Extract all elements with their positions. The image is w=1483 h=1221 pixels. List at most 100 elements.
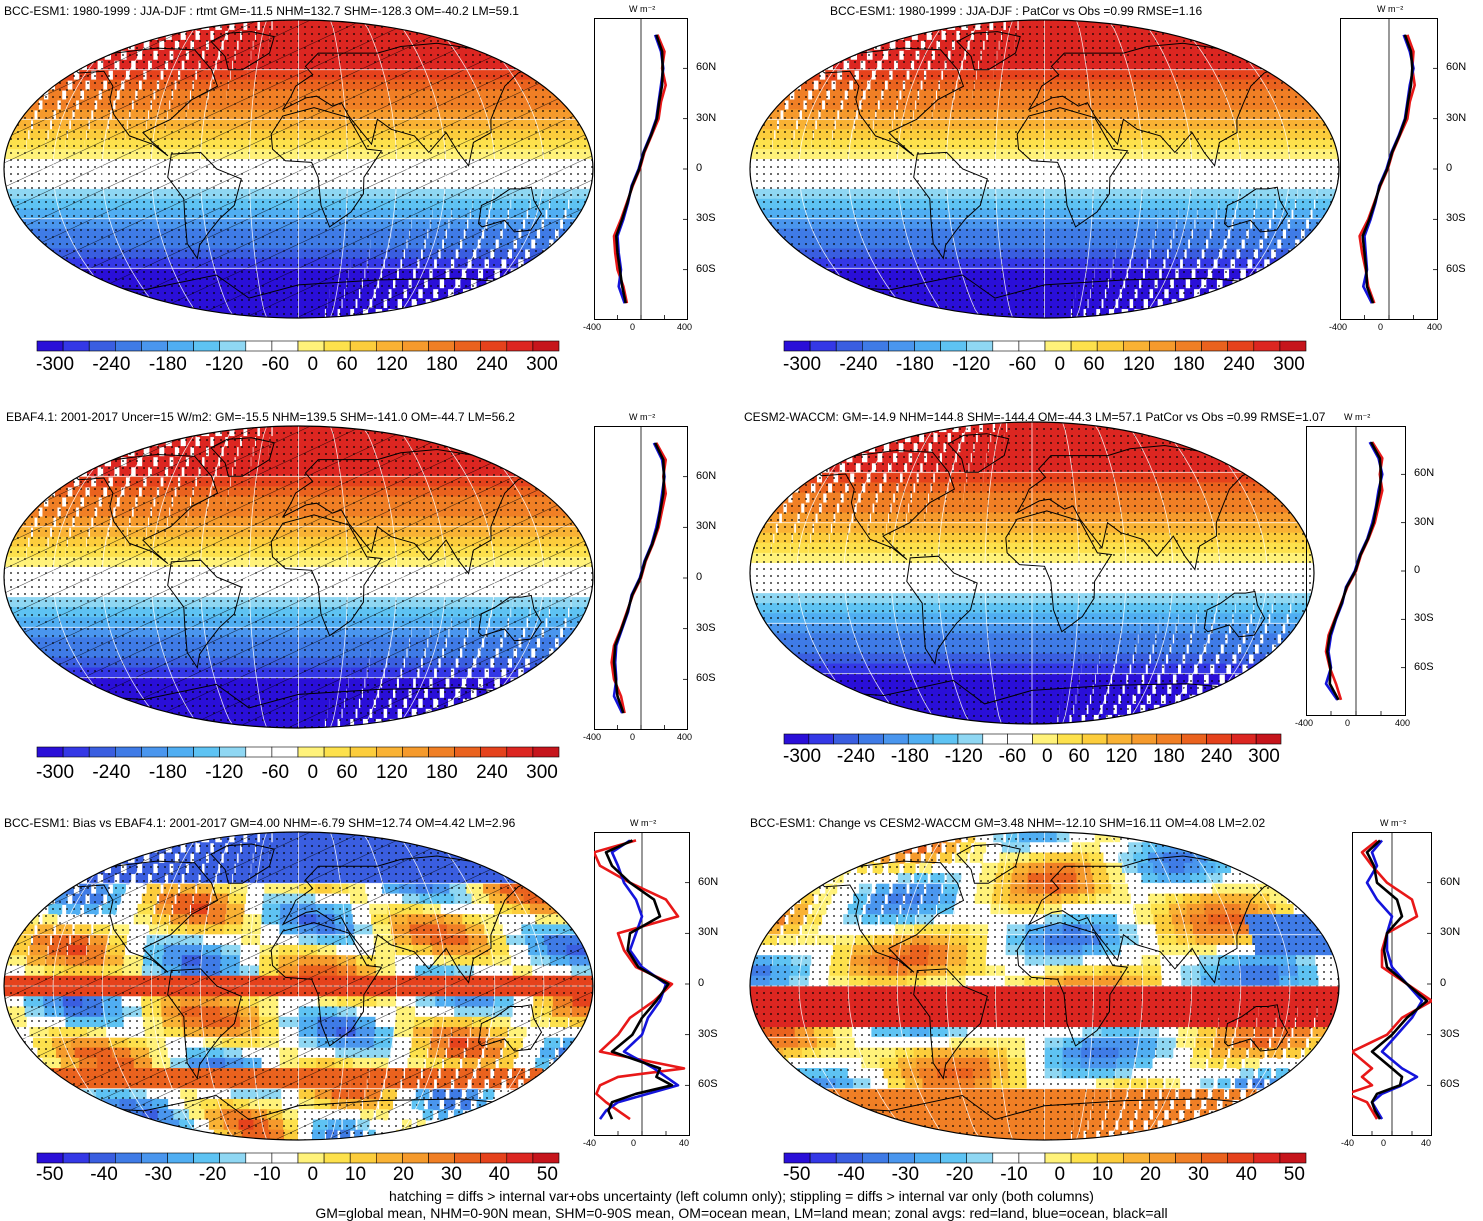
colorbar-swatch (402, 746, 429, 758)
colorbar-swatch (914, 340, 941, 352)
colorbar-tick-label: -240 (92, 762, 131, 783)
colorbar-swatch (219, 746, 247, 758)
colorbar-swatch (1149, 1152, 1176, 1164)
colorbar-labels: -300 -240 -180 -120 -60 0 60 120 180 240 300 (783, 746, 1280, 768)
zonal-x-tick: -400 (583, 732, 602, 742)
colorbar-swatch (62, 1152, 90, 1164)
colorbar-swatch (783, 733, 810, 745)
colorbar-swatch (1201, 340, 1229, 352)
colorbar-tick-label: -10 (253, 1164, 281, 1185)
colorbar-swatch (219, 340, 247, 352)
colorbar-swatch (940, 340, 968, 352)
panel-title: EBAF4.1: 2001-2017 Uncer=15 W/m2: GM=-15… (6, 410, 515, 424)
colorbar-swatch (1227, 340, 1255, 352)
colorbar-tick-label: 30 (1187, 1164, 1209, 1185)
colorbar-swatch (88, 746, 116, 758)
zonal-x-tick: 40 (679, 1138, 690, 1148)
colorbar-tick-label: -40 (90, 1164, 118, 1185)
colorbar-swatch (297, 1152, 325, 1164)
colorbar-labels: -50 -40 -30 -20 -10 0 10 20 30 40 50 (783, 1164, 1305, 1186)
colorbar-swatch (982, 733, 1008, 745)
colorbar-swatch (992, 340, 1020, 352)
colorbar-swatch (862, 340, 889, 352)
colorbar-swatch (402, 1152, 429, 1164)
colorbar-swatch (907, 733, 934, 745)
zonal-series-black (615, 34, 664, 304)
colorbar-tick-label: 40 (1235, 1164, 1257, 1185)
colorbar-swatch (992, 1152, 1020, 1164)
colorbar-swatch (1044, 1152, 1072, 1164)
zonal-unit: W m⁻² (1344, 412, 1371, 422)
colorbar-swatch (349, 340, 377, 352)
colorbar-swatch (532, 1152, 560, 1164)
colorbar-tick-label: 20 (1139, 1164, 1161, 1185)
colorbar-swatch (115, 1152, 142, 1164)
zonal-lat-tick: 60S (1440, 1078, 1460, 1091)
colorbar-swatch (888, 340, 915, 352)
colorbar-swatch (454, 340, 482, 352)
footer-line-2: GM=global mean, NHM=0-90N mean, SHM=0-90… (315, 1205, 1168, 1221)
colorbar-swatch (36, 1152, 64, 1164)
colorbar-tick-label: 0 (307, 762, 319, 783)
colorbar-swatch (888, 1152, 915, 1164)
zonal-series-black (604, 839, 674, 1120)
colorbar-swatch (506, 746, 534, 758)
colorbar-swatch (480, 1152, 508, 1164)
colorbar-swatch (271, 746, 299, 758)
zonal-lat-tick: 60S (1414, 660, 1434, 673)
colorbar-tick-label: 0 (307, 1164, 319, 1185)
zonal-series-black (1365, 839, 1429, 1120)
colorbar-swatch (1081, 733, 1108, 745)
zonal-x-tick: 400 (677, 322, 693, 332)
panel-title: BCC-ESM1: 1980-1999 : JJA-DJF : PatCor v… (830, 4, 1203, 18)
colorbar-swatch (957, 733, 984, 745)
colorbar-tick-label: 0 (1041, 746, 1053, 767)
colorbar-swatch (245, 340, 273, 352)
colorbar-swatch (62, 340, 90, 352)
colorbar-tick-label: 300 (526, 762, 558, 783)
colorbar-swatch (1253, 1152, 1281, 1164)
colorbar-swatch (141, 1152, 168, 1164)
colorbar-swatch (1230, 733, 1257, 745)
colorbar-0 (36, 340, 560, 352)
zonal-x-tick: 0 (630, 322, 636, 332)
colorbar-swatch (532, 746, 560, 758)
colorbar-swatch (809, 1152, 837, 1164)
zonal-lat-tick: 30S (696, 212, 716, 225)
colorbar-tick-label: 0 (307, 354, 319, 375)
zonal-lat-tick: 0 (1446, 162, 1453, 174)
zonal-lat-tick: 60S (696, 672, 716, 685)
zonal-unit: W m⁻² (629, 412, 656, 422)
zonal-lat-tick: 60S (696, 262, 716, 275)
colorbar-tick-label: -180 (148, 762, 187, 783)
zonal-unit: W m⁻² (629, 4, 656, 14)
colorbar-2 (36, 746, 560, 758)
colorbar-tick-label: 120 (1122, 354, 1155, 375)
colorbar-swatch (193, 1152, 221, 1164)
colorbar-tick-label: 60 (1083, 354, 1105, 375)
colorbar-swatch (883, 733, 909, 745)
zonal-x-tick: -40 (583, 1138, 597, 1148)
map-5 (749, 831, 1340, 1141)
colorbar-swatch (1106, 733, 1133, 745)
colorbar-tick-label: 300 (1273, 354, 1305, 375)
colorbar-swatch (349, 1152, 377, 1164)
colorbar-tick-label: -300 (783, 746, 822, 767)
colorbar-5 (783, 1152, 1307, 1164)
colorbar-tick-label: -20 (198, 1164, 227, 1185)
colorbar-swatch (193, 746, 221, 758)
colorbar-swatch (1057, 733, 1083, 745)
zonal-lat-tick: 0 (696, 571, 703, 583)
colorbar-swatch (1175, 1152, 1202, 1164)
zonal-series-red (594, 839, 686, 1121)
colorbar-tick-label: -10 (1000, 1164, 1028, 1185)
zonal-x-tick: 0 (1378, 322, 1384, 332)
map-3 (749, 421, 1315, 725)
zonal-lat-tick: 30N (1440, 926, 1461, 939)
zonal-series-black (1326, 441, 1383, 701)
zonal-series-blue (598, 839, 680, 1120)
colorbar-swatch (297, 746, 325, 758)
colorbar-tick-label: 10 (344, 1164, 367, 1185)
colorbar-tick-label: -180 (890, 746, 929, 767)
colorbar-swatch (940, 1152, 968, 1164)
